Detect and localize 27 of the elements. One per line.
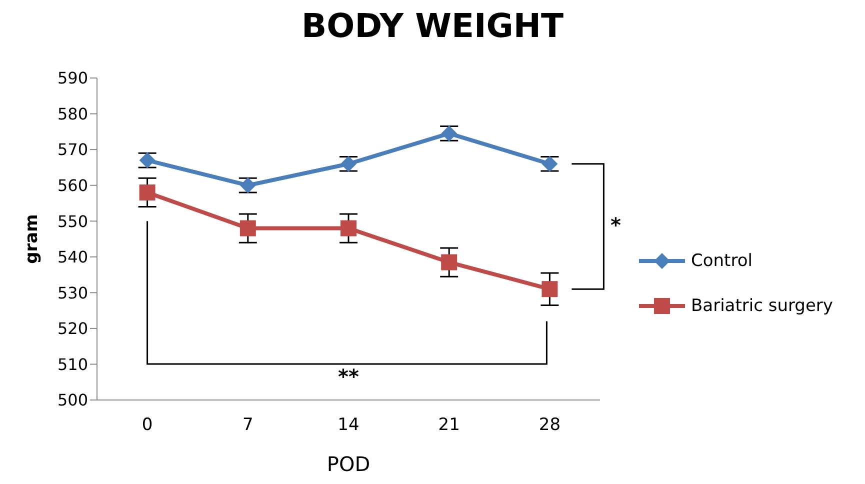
y-tick-label: 510 (57, 354, 88, 374)
point (139, 184, 156, 200)
chart-title: BODY WEIGHT (300, 6, 565, 45)
y-tick-label: 580 (57, 104, 88, 124)
legend-label: Bariatric surgery (691, 296, 833, 316)
x-tick-label: 7 (242, 415, 254, 436)
point (441, 254, 458, 270)
y-tick-label: 550 (57, 212, 88, 231)
point (240, 220, 256, 236)
text: * (610, 212, 622, 237)
legend-label: Control (691, 250, 752, 270)
point (340, 220, 356, 236)
y-tick-label: 590 (57, 68, 88, 88)
y-tick-label: 540 (57, 248, 88, 267)
y-axis-title: gram (22, 214, 42, 264)
x-axis-title: POD (326, 452, 370, 476)
x-tick-label: 28 (538, 415, 561, 436)
y-tick-label: 500 (57, 390, 88, 410)
y-tick-label: 570 (57, 140, 88, 160)
annotation: ** (338, 364, 360, 388)
y-tick-label: 520 (57, 319, 88, 338)
y-tick-label: 530 (57, 283, 88, 302)
x-tick-label: 14 (338, 415, 360, 436)
y-tick-label: 560 (57, 176, 88, 196)
x-tick-label: 21 (438, 415, 460, 436)
x-tick-label: 0 (142, 415, 153, 436)
point (542, 281, 558, 298)
